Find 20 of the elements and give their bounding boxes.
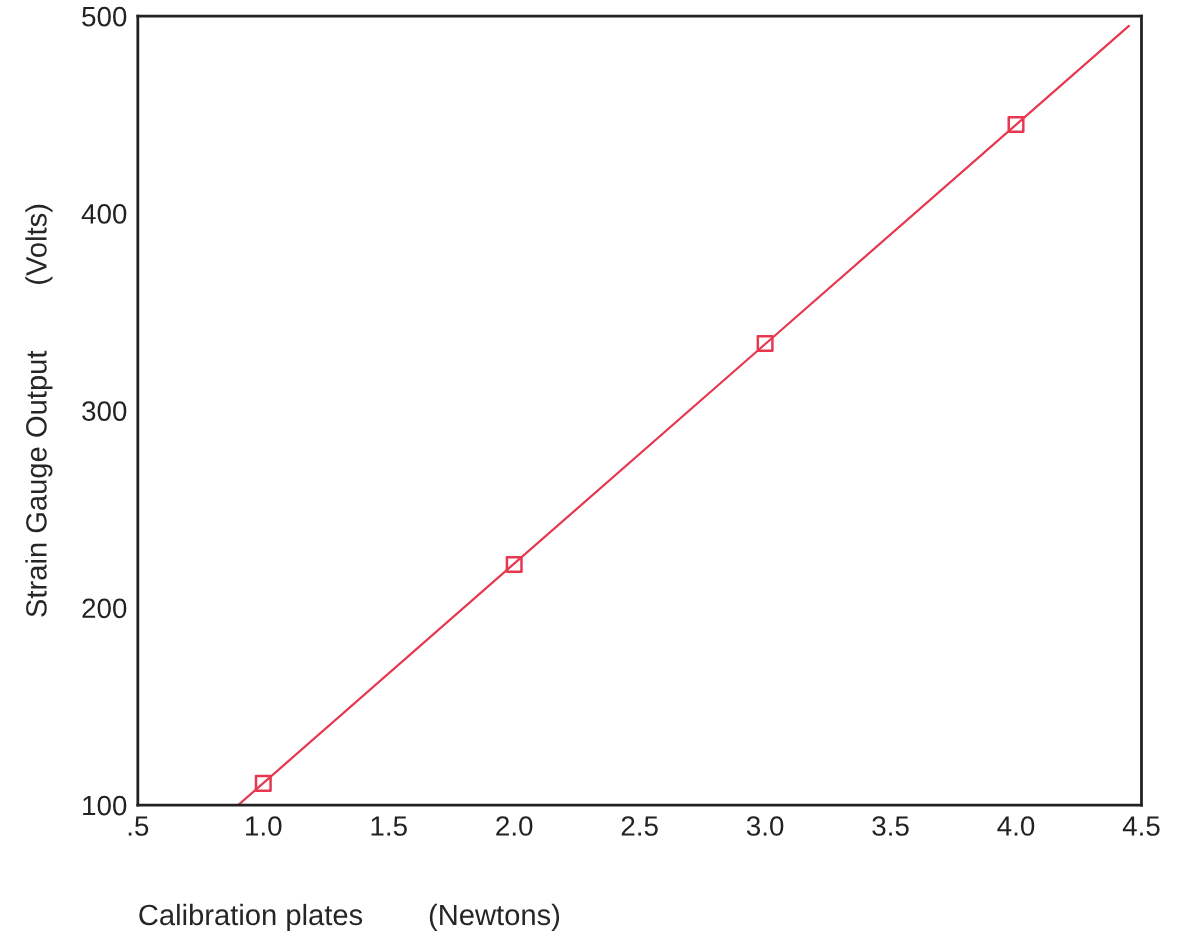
y-axis-title: Strain Gauge Output (Volts) xyxy=(25,204,53,617)
x-tick-label: 3.5 xyxy=(872,816,909,836)
x-tick-label: 4.5 xyxy=(1122,816,1160,836)
x-tick-label: 2.0 xyxy=(496,816,533,836)
y-tick-label: 400 xyxy=(81,203,127,224)
y-tick-label: 100 xyxy=(83,795,127,816)
x-tick-label: .5 xyxy=(128,816,149,836)
point xyxy=(254,774,272,792)
x-tick-label: 1.0 xyxy=(246,816,282,836)
point xyxy=(1007,116,1025,134)
x-tick-label: 3.0 xyxy=(746,816,784,836)
y-tick-label: 300 xyxy=(82,401,127,421)
x-axis-title: Calibration plates (Newtons) xyxy=(139,903,560,932)
y-tick-label: 200 xyxy=(82,598,127,619)
point xyxy=(505,555,523,573)
x-tick-label: 4.0 xyxy=(997,816,1035,836)
x-tick-label: 2.5 xyxy=(621,816,658,836)
x-tick-label: 1.5 xyxy=(371,816,407,836)
y-tick-label: 500 xyxy=(82,6,127,27)
point xyxy=(756,334,774,353)
